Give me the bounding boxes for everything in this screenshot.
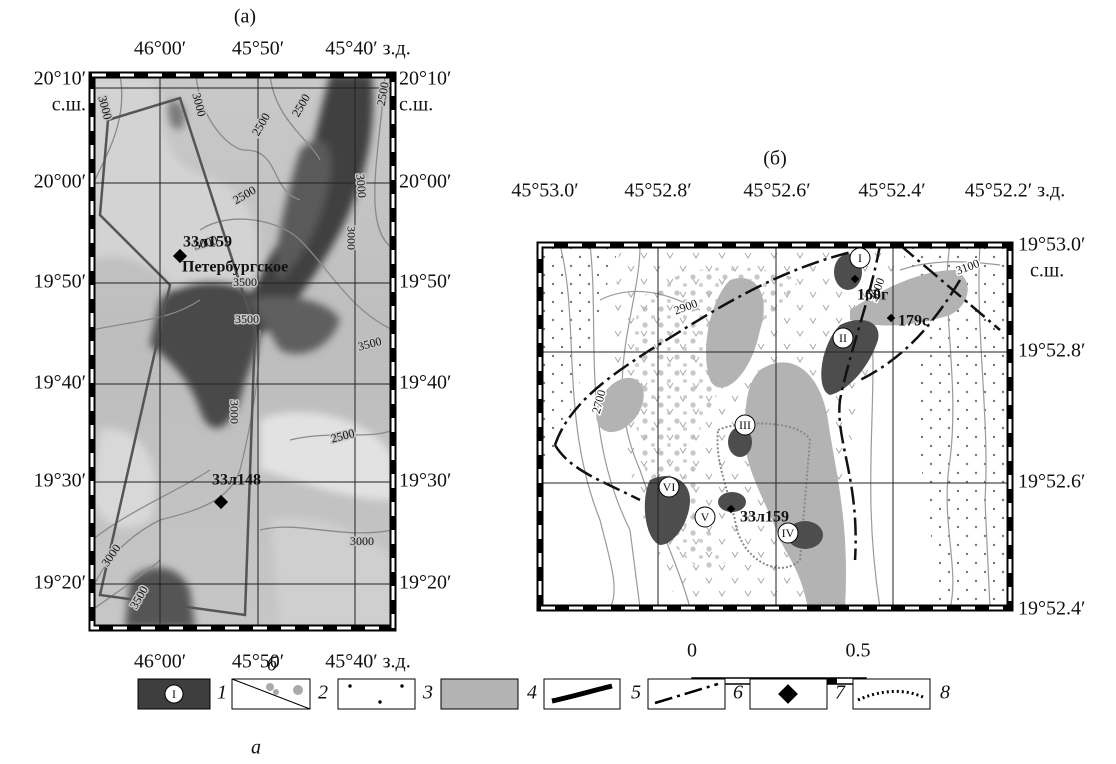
- right-tick-label: 19°53.0′: [1018, 234, 1085, 256]
- legend-number: 7: [835, 682, 846, 704]
- zone-label: I: [858, 251, 862, 265]
- panel-label: (а): [234, 6, 256, 28]
- zone-label: III: [739, 418, 751, 432]
- station-label: 160г: [857, 287, 888, 304]
- top-tick-label: 45°52.6′: [743, 180, 810, 202]
- place-name: Петербургское: [182, 259, 288, 276]
- bottom-tick-label: 46°00′: [134, 651, 186, 673]
- right-tick-label: 19°30′: [399, 470, 451, 492]
- top-tick-label: 45°52.2′ з.д.: [965, 180, 1065, 202]
- left-tick-label: 20°00′: [34, 171, 86, 193]
- contour-label: 3000: [350, 534, 374, 548]
- right-tick-label: 19°52.6′: [1018, 471, 1085, 493]
- contour-label: 3000: [344, 226, 358, 250]
- north-label: с.ш.: [52, 94, 86, 116]
- north-label: с.ш.: [399, 94, 433, 116]
- north-label: с.ш.: [1030, 260, 1064, 282]
- station-label: 33л148: [212, 472, 261, 489]
- zone-label: V: [701, 510, 710, 524]
- page: { "panel_a": { "label": "(а)", "top_tick…: [0, 0, 1116, 764]
- contour-label: 3000: [353, 173, 369, 198]
- top-tick-label: 46°00′: [134, 38, 186, 60]
- zone-label: II: [839, 331, 847, 345]
- legend-number: 6: [733, 682, 743, 704]
- station-label: 179с: [898, 313, 929, 330]
- top-tick-label: 45°40′ з.д.: [325, 38, 410, 60]
- figure: (а)46°00′46°00′45°50′45°50′45°40′ з.д.45…: [0, 0, 1116, 764]
- right-tick-label: 19°52.4′: [1018, 598, 1085, 620]
- legend-number: 8: [940, 682, 950, 704]
- top-tick-label: 45°53.0′: [511, 180, 578, 202]
- scale-label: 0.5: [846, 640, 871, 662]
- left-tick-label: 19°20′: [34, 572, 86, 594]
- top-tick-label: 45°50′: [232, 38, 284, 60]
- left-tick-label: 20°10′: [34, 68, 86, 90]
- panel-label: (б): [763, 148, 787, 170]
- contour-label: 3000: [227, 400, 241, 424]
- left-tick-label: 19°30′: [34, 470, 86, 492]
- right-tick-label: 20°10′: [399, 68, 451, 90]
- right-tick-label: 19°50′: [399, 271, 451, 293]
- legend-sublabel: б: [267, 654, 278, 676]
- right-tick-label: 19°52.8′: [1018, 340, 1085, 362]
- left-tick-label: 19°40′: [34, 372, 86, 394]
- right-tick-label: 20°00′: [399, 171, 451, 193]
- zone-label: IV: [782, 526, 795, 540]
- legend-number: 2: [318, 682, 328, 704]
- right-tick-label: 19°40′: [399, 372, 451, 394]
- contour-label: 3500: [235, 312, 259, 326]
- scale-label: 0: [687, 640, 697, 662]
- contour-label: 3500: [233, 275, 257, 289]
- legend-number: 5: [631, 682, 641, 704]
- zone-label: VI: [663, 480, 676, 494]
- left-tick-label: 19°50′: [34, 271, 86, 293]
- legend-number: 4: [527, 682, 537, 704]
- legend-sublabel: а: [251, 737, 261, 759]
- top-tick-label: 45°52.4′: [858, 180, 925, 202]
- bottom-tick-label: 45°40′ з.д.: [325, 651, 410, 673]
- right-tick-label: 19°20′: [399, 572, 451, 594]
- detail-map: [540, 245, 1010, 608]
- top-tick-label: 45°52.8′: [624, 180, 691, 202]
- station-label: 33л159: [183, 234, 232, 251]
- station-label: 33л159: [740, 509, 789, 526]
- legend-symbol: I: [172, 687, 176, 701]
- legend-number: 3: [422, 682, 433, 704]
- legend-number: 1: [217, 682, 227, 704]
